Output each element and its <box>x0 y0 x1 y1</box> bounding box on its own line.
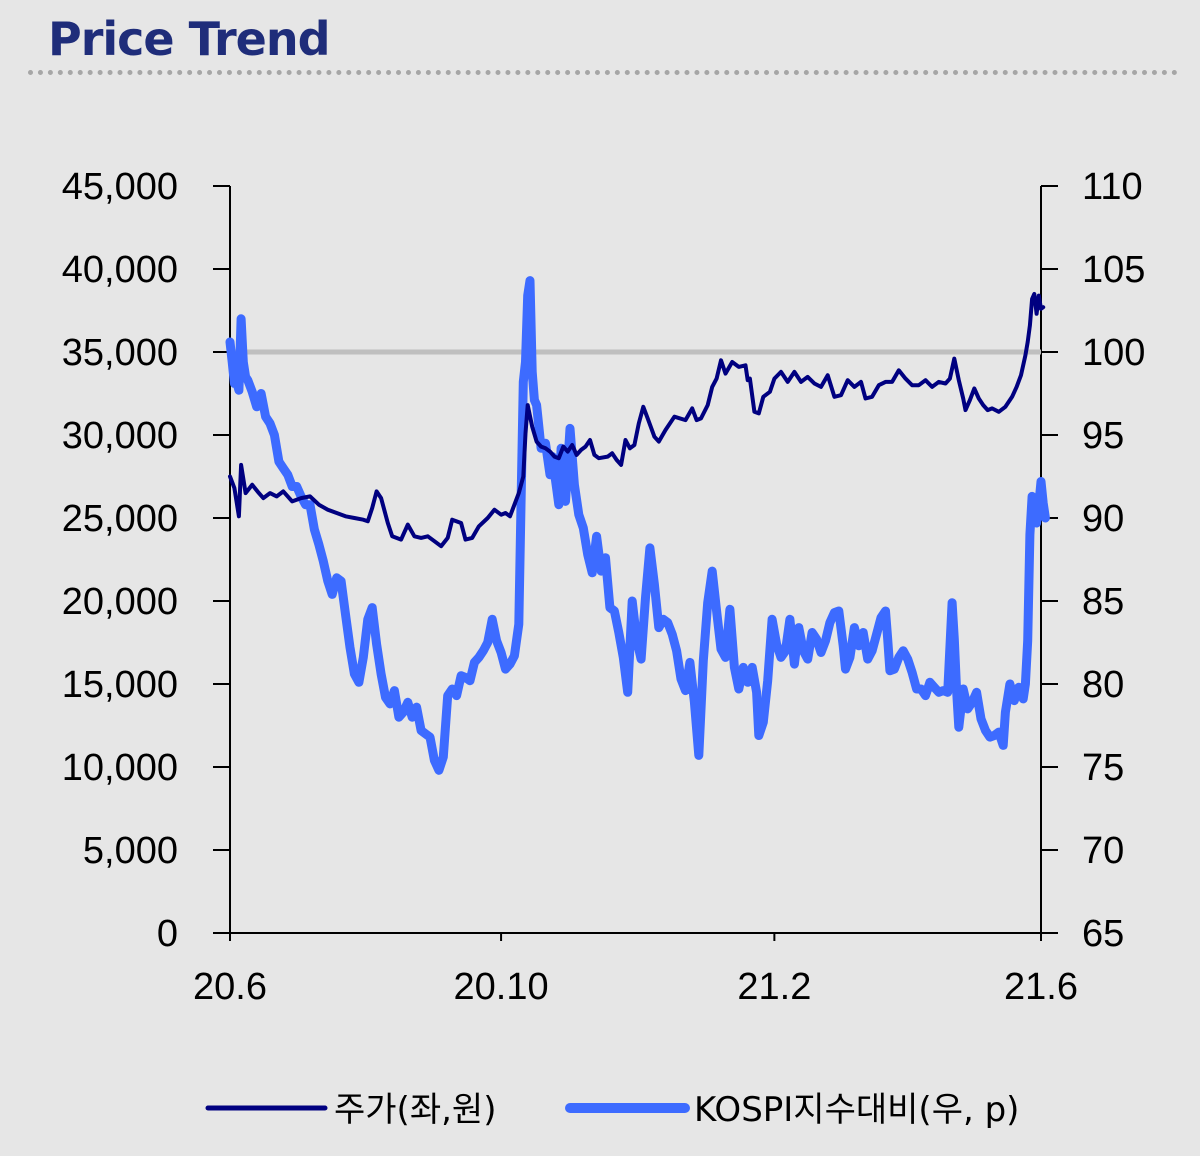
right-axis-tick-label: 100 <box>1082 332 1145 374</box>
series-lines <box>225 276 1050 775</box>
price-series-line <box>228 291 1046 549</box>
right-axis-tick-label: 110 <box>1082 166 1143 208</box>
left-axis-tick-label: 20,000 <box>62 581 178 623</box>
right-axis-tick-label: 85 <box>1082 581 1124 623</box>
x-axis-tick-label: 21.6 <box>1004 966 1078 1008</box>
x-axis-tick-label: 20.6 <box>193 966 267 1008</box>
legend-kospi-relative-label: KOSPI지수대비(우, p) <box>694 1090 1019 1130</box>
legend-price-label: 주가(좌,원) <box>334 1090 496 1130</box>
left-axis-tick-label: 15,000 <box>62 664 178 706</box>
right-axis-tick-label: 75 <box>1082 747 1124 789</box>
left-axis-tick-label: 35,000 <box>62 332 178 374</box>
left-axis-tick-label: 45,000 <box>62 166 178 208</box>
right-axis-tick-label: 65 <box>1082 913 1124 955</box>
left-axis-tick-label: 25,000 <box>62 498 178 540</box>
left-axis-tick-label: 40,000 <box>62 249 178 291</box>
right-axis-tick-label: 90 <box>1082 498 1124 540</box>
right-axis-tick-label: 70 <box>1082 830 1124 872</box>
chart-axes: 0 5,000 10,000 15,000 20,000 25,000 30,000 35,0… <box>62 166 1146 1008</box>
title-divider <box>28 70 1178 75</box>
chart-legend: 주가(좌,원) KOSPI지수대비(우, p) <box>205 1090 1019 1130</box>
right-axis-tick-label: 95 <box>1082 415 1124 457</box>
left-axis-tick-label: 0 <box>157 913 178 955</box>
left-axis-tick-label: 30,000 <box>62 415 178 457</box>
x-axis-tick-label: 20.10 <box>454 966 549 1008</box>
right-axis-tick-label: 80 <box>1082 664 1124 706</box>
x-axis-tick-label: 21.2 <box>737 966 811 1008</box>
kospi-relative-series-line <box>225 276 1050 775</box>
left-axis-tick-label: 10,000 <box>62 747 178 789</box>
left-axis-tick-label: 5,000 <box>83 830 178 872</box>
page-title: Price Trend <box>48 12 331 66</box>
right-axis-tick-label: 105 <box>1082 249 1145 291</box>
